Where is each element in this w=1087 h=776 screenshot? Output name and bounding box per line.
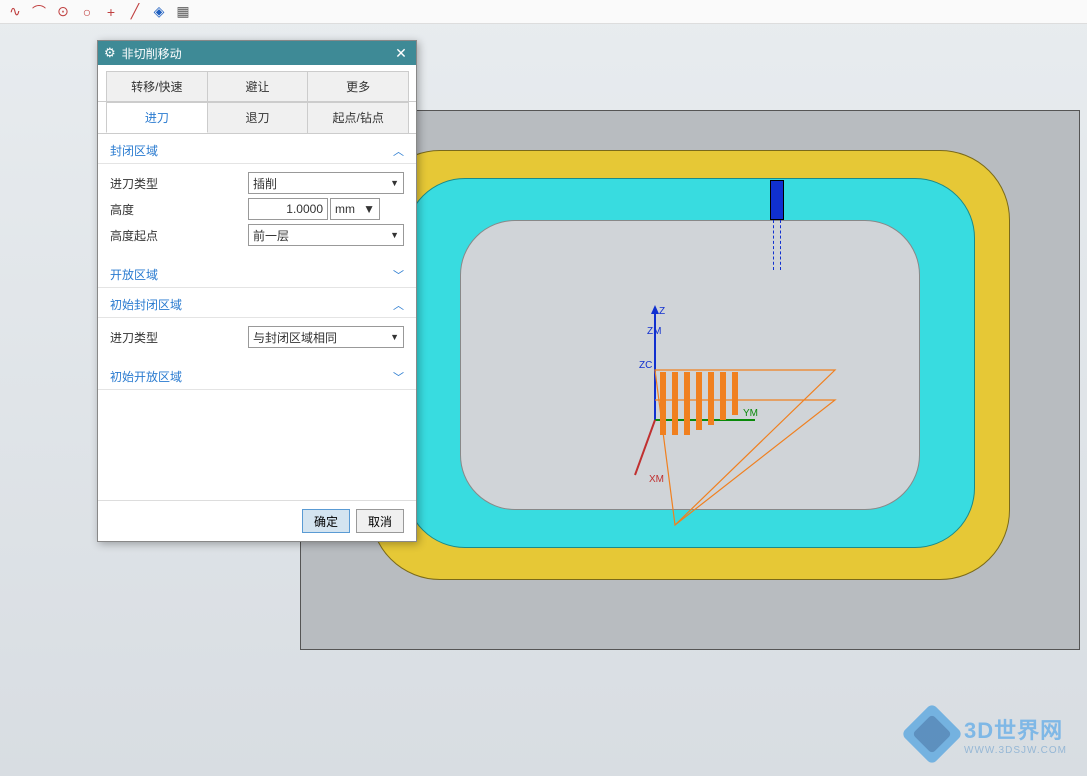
height-unit-select[interactable]: mm▼ [330,198,380,220]
tool-plus-icon[interactable]: + [100,2,122,22]
tab-row-bottom: 进刀 退刀 起点/钻点 [98,102,416,134]
cancel-button[interactable]: 取消 [356,509,404,533]
tool-circle-icon[interactable]: ⊙ [52,2,74,22]
section-initopen-title: 初始开放区域 [110,368,182,385]
section-initopen-header[interactable]: 初始开放区域 ﹀ [98,360,416,390]
height-origin-label: 高度起点 [110,227,248,244]
height-label: 高度 [110,201,248,218]
tool-arc-icon[interactable]: ⌒ [28,2,50,22]
watermark-title: 3D世界网 [964,713,1067,745]
engage-type-label: 进刀类型 [110,175,248,192]
section-closed-body: 进刀类型 插削▼ 高度 1.0000 mm▼ 高度起点 前一层▼ [98,164,416,258]
gear-icon: ⚙ [104,45,116,61]
svg-text:ZC: ZC [639,360,652,371]
noncut-moves-dialog: ⚙ 非切削移动 ✕ 转移/快速 避让 更多 进刀 退刀 起点/钻点 封闭区域 ︿… [97,40,417,542]
dialog-titlebar[interactable]: ⚙ 非切削移动 ✕ [98,41,416,65]
engage-type-select[interactable]: 插削▼ [248,172,404,194]
close-icon[interactable]: ✕ [392,44,410,62]
chevron-down-icon: ﹀ [393,369,404,385]
tool-curve-icon[interactable]: ∿ [4,2,26,22]
axis-toolpath-overlay: Z ZM ZC YM XM [625,300,885,530]
tool-dash-line [773,220,781,270]
section-initclosed-body: 进刀类型 与封闭区域相同▼ [98,318,416,360]
dialog-spacer [98,390,416,500]
section-open-header[interactable]: 开放区域 ﹀ [98,258,416,288]
section-initclosed-header[interactable]: 初始封闭区域 ︿ [98,288,416,318]
tool-shape-icon[interactable]: ◈ [148,2,170,22]
tab-startdrill[interactable]: 起点/钻点 [307,102,409,133]
chevron-up-icon: ︿ [393,297,404,313]
dialog-title-text: 非切削移动 [122,45,392,62]
section-closed-header[interactable]: 封闭区域 ︿ [98,134,416,164]
svg-text:XM: XM [649,474,664,485]
tool-circle2-icon[interactable]: ○ [76,2,98,22]
chevron-up-icon: ︿ [393,143,404,159]
init-engage-type-select[interactable]: 与封闭区域相同▼ [248,326,404,348]
section-closed-title: 封闭区域 [110,142,158,159]
top-toolbar: ∿ ⌒ ⊙ ○ + ╱ ◈ ▦ [0,0,1087,24]
tool-grid-icon[interactable]: ▦ [172,2,194,22]
tool-line-icon[interactable]: ╱ [124,2,146,22]
tab-retract[interactable]: 退刀 [207,102,309,133]
tab-row-top: 转移/快速 避让 更多 [98,65,416,102]
viewport-3d[interactable]: Z ZM ZC YM XM [300,110,1080,710]
tab-more[interactable]: 更多 [307,71,409,101]
watermark-url: WWW.3DSJW.COM [964,745,1067,756]
section-open-title: 开放区域 [110,266,158,283]
watermark: 3D世界网 WWW.3DSJW.COM [910,712,1067,756]
section-initclosed-title: 初始封闭区域 [110,296,182,313]
ok-button[interactable]: 确定 [302,509,350,533]
init-engage-type-label: 进刀类型 [110,329,248,346]
tab-engage[interactable]: 进刀 [106,102,208,133]
height-input[interactable]: 1.0000 [248,198,328,220]
chevron-down-icon: ﹀ [393,267,404,283]
tab-transfer[interactable]: 转移/快速 [106,71,208,101]
svg-text:Z: Z [659,306,665,317]
svg-text:ZM: ZM [647,326,661,337]
watermark-logo-icon [901,703,963,765]
height-origin-select[interactable]: 前一层▼ [248,224,404,246]
svg-text:YM: YM [743,408,758,419]
tab-avoid[interactable]: 避让 [207,71,309,101]
tool-marker [770,180,784,220]
dialog-button-row: 确定 取消 [98,500,416,541]
